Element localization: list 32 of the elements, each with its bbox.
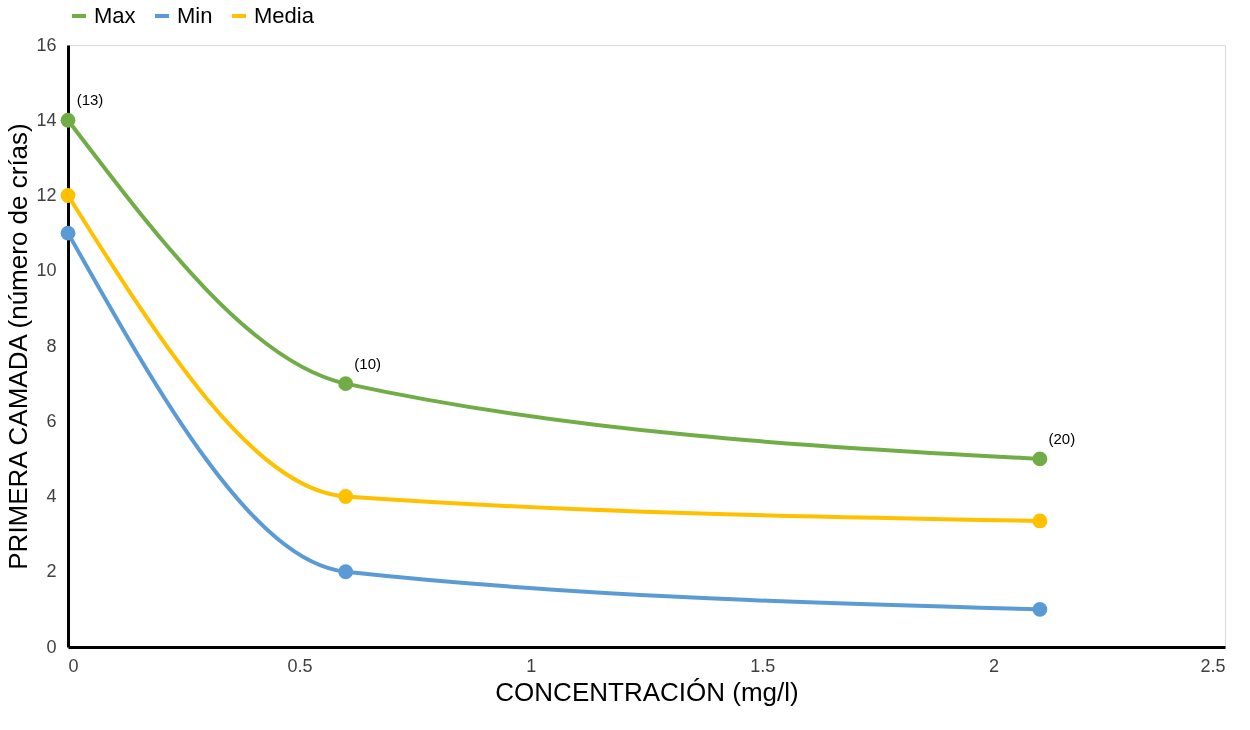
point	[1032, 513, 1048, 529]
point	[1032, 451, 1048, 467]
point	[60, 112, 76, 128]
legend-label: Min	[177, 3, 213, 28]
y-tick-label: 14	[36, 109, 57, 130]
x-tick-label: 1.5	[750, 655, 776, 676]
y-tick-label: 10	[36, 260, 57, 281]
annotation: (20)	[1048, 429, 1076, 447]
y-tick-label: 0	[46, 636, 57, 657]
annotation: (13)	[76, 91, 104, 109]
legend-label: Media	[254, 3, 315, 28]
point	[338, 489, 354, 504]
point	[338, 376, 354, 392]
x-tick-label: 2.5	[1200, 655, 1226, 676]
y-tick-label: 4	[46, 486, 57, 506]
point	[60, 225, 76, 241]
legend-label: Max	[94, 3, 136, 28]
x-tick-label: 0	[68, 655, 79, 676]
x-tick-label: 2	[989, 655, 1000, 676]
x-tick-label: 1	[526, 655, 537, 676]
y-tick-label: 6	[46, 410, 57, 431]
x-tick-label: 0.5	[287, 655, 313, 676]
annotation: (10)	[354, 354, 382, 372]
x-axis-title: CONCENTRACIÓN (mg/l)	[495, 676, 799, 707]
point	[60, 188, 76, 203]
point	[1032, 601, 1048, 617]
y-tick-label: 8	[46, 335, 57, 356]
point	[338, 564, 354, 580]
y-tick-label: 12	[36, 185, 57, 205]
y-tick-label: 2	[46, 561, 57, 582]
y-tick-label: 16	[36, 34, 57, 55]
y-axis-title: PRIMERA CAMADA (número de crías)	[3, 123, 34, 570]
